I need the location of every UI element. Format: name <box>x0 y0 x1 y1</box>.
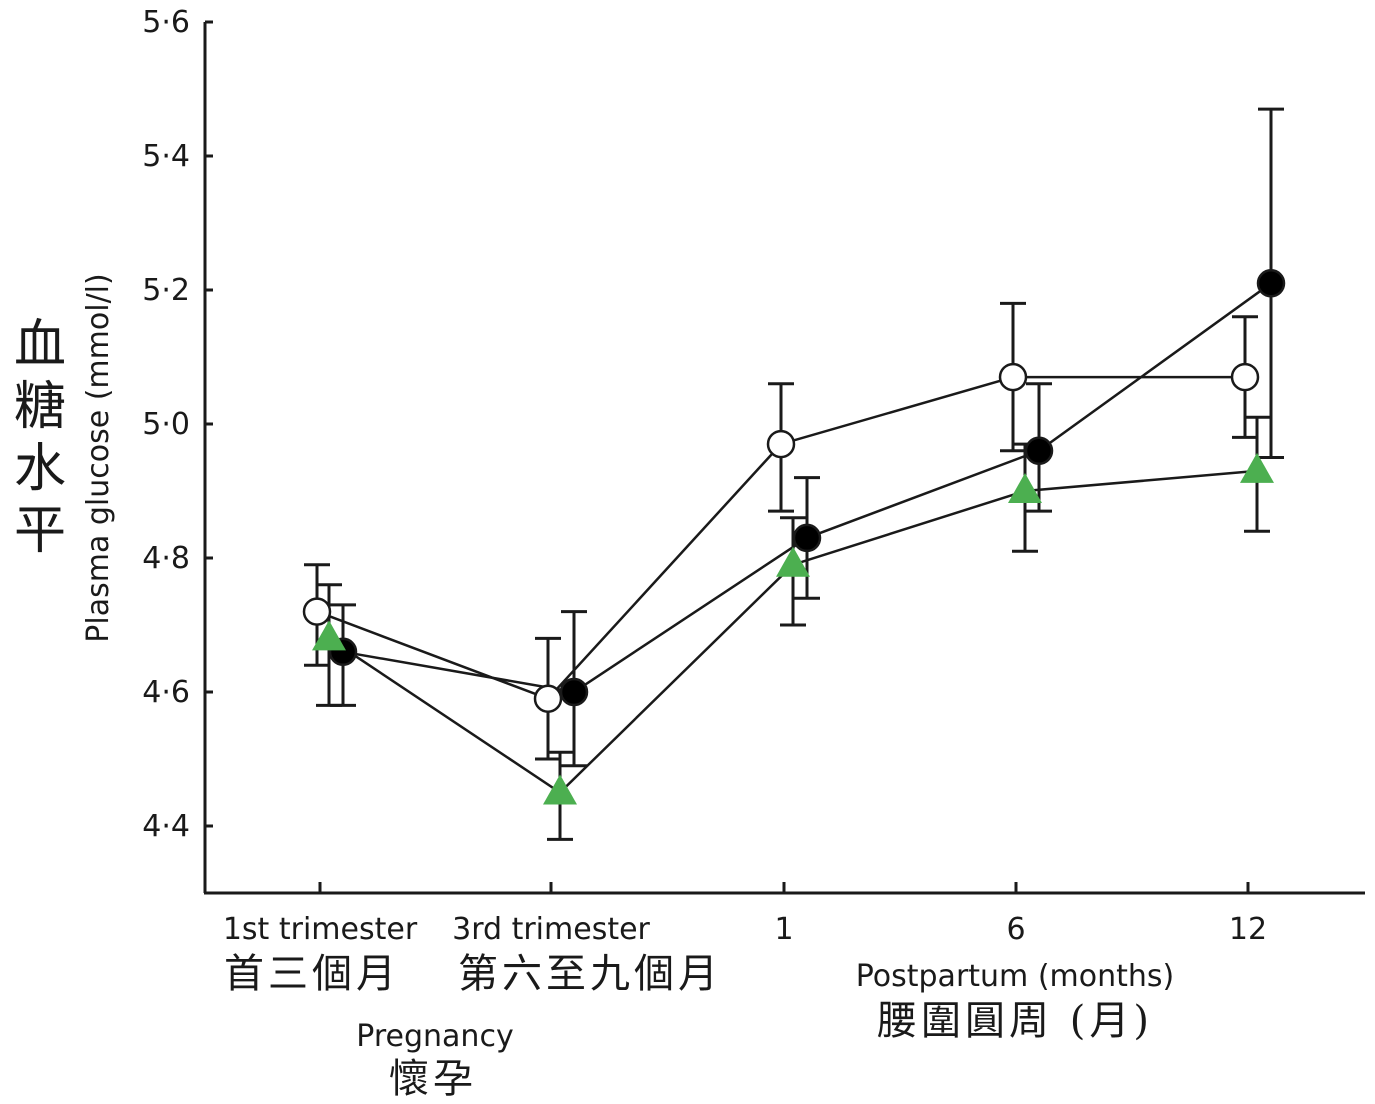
series-open-circle <box>304 301 1258 761</box>
y-tick-label: 5·6 <box>142 5 190 40</box>
y-tick-label: 4·6 <box>142 675 190 710</box>
y-ticks: 4·4 4·6 4·8 5·0 5·2 5·4 5·6 <box>142 5 213 844</box>
data-point-triangle <box>543 774 577 805</box>
data-point-triangle <box>1008 473 1042 503</box>
y-tick-label: 5·4 <box>142 139 190 174</box>
x-tick-label-12-months: 12 <box>1229 912 1267 947</box>
x-tick-label-1-month: 1 <box>774 912 793 947</box>
data-point-open-circle <box>533 684 563 713</box>
data-point-filled-circle <box>792 523 822 553</box>
data-point-open-circle <box>998 362 1028 392</box>
y-tick-label: 5·2 <box>142 273 190 308</box>
x-tick-label-1st-trimester: 1st trimester <box>223 912 418 947</box>
data-point-filled-circle <box>559 677 589 707</box>
markers <box>302 269 1286 805</box>
group-label-postpartum: Postpartum (months) <box>856 959 1174 994</box>
x-tick-label-1st-trimester-chinese: 首三個月 <box>224 951 400 997</box>
plot-area <box>302 107 1286 841</box>
group-label-pregnancy-chinese: 懷孕 <box>389 1056 477 1102</box>
y-axis-title-chinese: 血糖水平 <box>14 315 66 561</box>
x-tick-label-6-months: 6 <box>1006 912 1025 947</box>
data-point-open-circle <box>302 597 332 626</box>
data-point-open-circle <box>766 429 796 459</box>
y-axis-title: Plasma glucose (mmol/l) <box>81 273 116 642</box>
data-point-triangle <box>776 546 810 577</box>
x-tick-label-3rd-trimester-chinese: 第六至九個月 <box>458 951 722 997</box>
data-point-triangle <box>1240 452 1274 483</box>
data-point-open-circle <box>1230 362 1260 392</box>
y-tick-label: 5·0 <box>142 407 190 442</box>
x-tick-label-3rd-trimester: 3rd trimester <box>452 912 650 947</box>
group-label-postpartum-chinese: 腰圍圓周 (月) <box>877 998 1153 1044</box>
data-point-triangle <box>312 620 346 651</box>
x-ticks <box>318 882 1250 893</box>
y-tick-label: 4·8 <box>142 541 190 576</box>
group-label-pregnancy: Pregnancy <box>356 1019 513 1054</box>
data-point-filled-circle <box>1256 269 1286 298</box>
y-tick-label: 4·4 <box>142 809 190 844</box>
series-triangle <box>316 415 1270 841</box>
data-point-filled-circle <box>1024 436 1054 466</box>
